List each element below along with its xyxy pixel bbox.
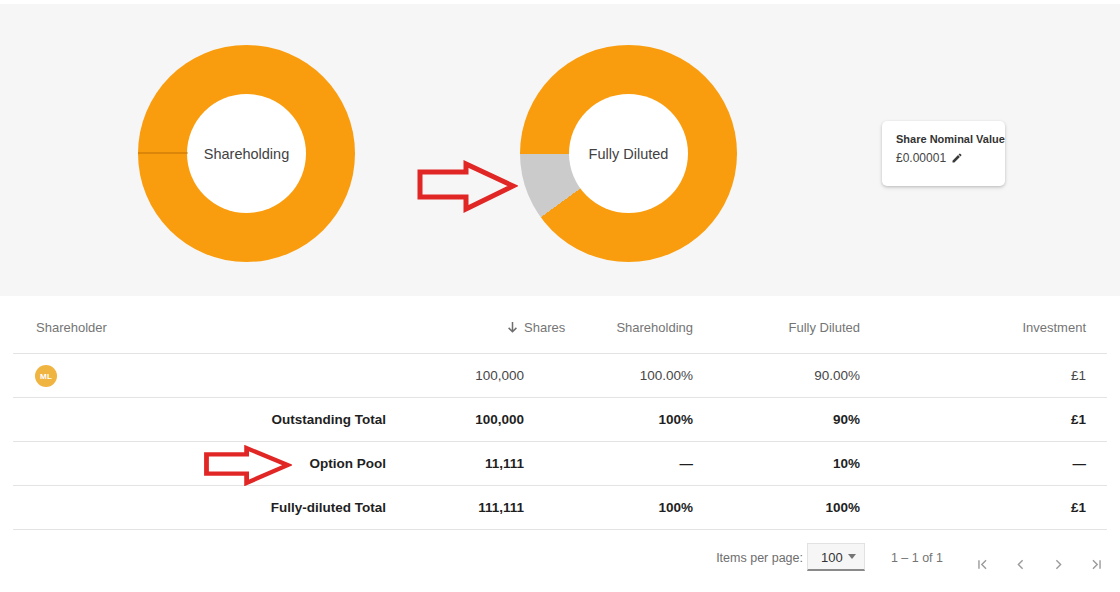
page-range-label: 1 – 1 of 1: [891, 530, 943, 586]
cell-investment: —: [1073, 442, 1087, 486]
nominal-value: £0.00001: [896, 151, 946, 165]
cell-shares: 100,000: [475, 354, 524, 398]
annotation-arrow-icon: [203, 445, 292, 486]
cell-investment: £1: [1071, 398, 1086, 442]
donut-label: Fully Diluted: [589, 146, 669, 162]
cell-shares: 11,111: [485, 442, 524, 486]
shareholder-row[interactable]: ML 100,000 100.00% 90.00% £1: [13, 354, 1107, 398]
cell-shareholding: 100.00%: [640, 354, 693, 398]
cell-shareholding: 100%: [658, 398, 693, 442]
previous-page-button[interactable]: [1012, 556, 1029, 573]
fully-diluted-donut-chart[interactable]: Fully Diluted: [520, 45, 737, 262]
outstanding-total-row: Outstanding Total 100,000 100% 90% £1: [13, 398, 1107, 442]
dropdown-arrow-icon: [848, 554, 856, 559]
row-label: Option Pool: [310, 442, 387, 486]
donut-segment-seam: [138, 152, 188, 154]
cell-fully-diluted: 10%: [833, 442, 860, 486]
items-per-page-select[interactable]: 100: [807, 543, 865, 571]
fully-diluted-total-row: Fully-diluted Total 111,111 100% 100% £1: [13, 486, 1107, 530]
row-label: Fully-diluted Total: [271, 486, 386, 530]
cell-fully-diluted: 90.00%: [814, 354, 860, 398]
table-pagination-footer: Items per page: 100 1 – 1 of 1: [0, 530, 1120, 592]
next-page-button[interactable]: [1050, 556, 1067, 573]
cell-fully-diluted: 90%: [833, 398, 860, 442]
annotation-arrow-icon: [416, 160, 518, 213]
last-page-button[interactable]: [1088, 556, 1105, 573]
col-header-investment: Investment: [1022, 296, 1086, 360]
cell-shareholding: 100%: [658, 486, 693, 530]
share-nominal-value-card: Share Nominal Value £0.00001: [882, 121, 1005, 186]
cell-shareholding: —: [680, 442, 694, 486]
shareholder-avatar[interactable]: ML: [35, 365, 57, 387]
col-header-fully-diluted: Fully Diluted: [788, 296, 860, 360]
cell-fully-diluted: 100%: [825, 486, 860, 530]
first-page-button[interactable]: [974, 556, 991, 573]
cell-shares: 100,000: [475, 398, 524, 442]
items-per-page-label: Items per page:: [716, 530, 803, 586]
card-title: Share Nominal Value: [896, 133, 1005, 145]
row-label: Outstanding Total: [272, 398, 387, 442]
col-header-shares[interactable]: Shares: [507, 296, 524, 360]
cell-shares: 111,111: [478, 486, 524, 530]
edit-pencil-icon[interactable]: [951, 152, 963, 164]
cell-investment: £1: [1071, 354, 1086, 398]
sort-descending-icon: [507, 321, 518, 333]
items-per-page-value: 100: [821, 550, 843, 565]
cell-investment: £1: [1071, 486, 1086, 530]
col-header-shareholder: Shareholder: [36, 296, 107, 360]
option-pool-row: Option Pool 11,111 — 10% —: [13, 442, 1107, 486]
table-header-row: Shareholder Shares Shareholding Fully Di…: [13, 296, 1107, 354]
donut-label: Shareholding: [204, 146, 289, 162]
col-header-shareholding: Shareholding: [616, 296, 693, 360]
